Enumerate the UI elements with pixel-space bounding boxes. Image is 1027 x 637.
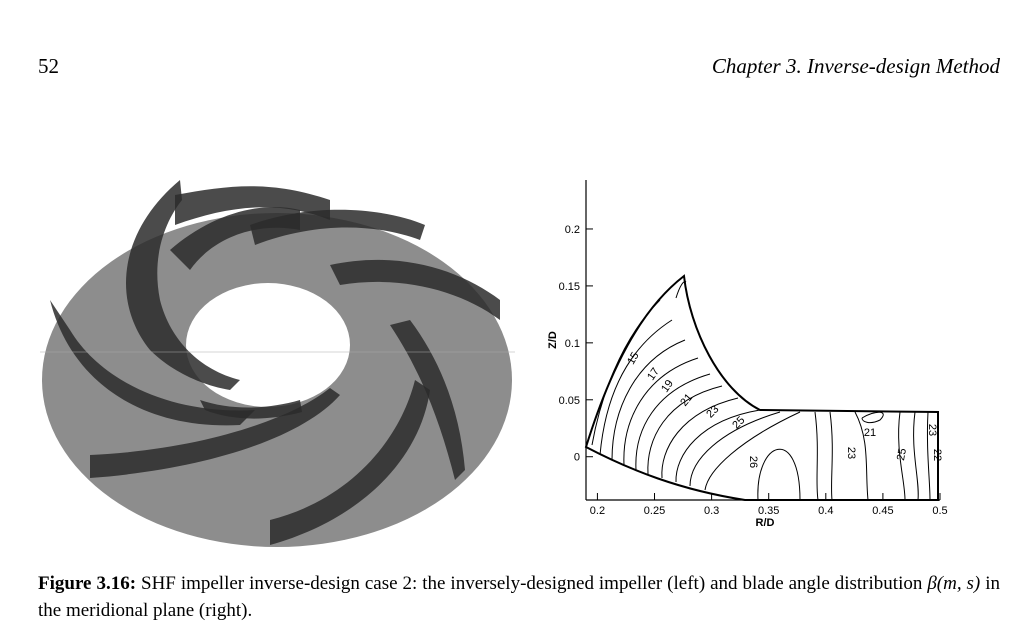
- chapter-title: Chapter 3. Inverse-design Method: [711, 54, 1000, 78]
- y-axis-label: Z/D: [547, 331, 559, 349]
- y-tick-label: 0.1: [565, 338, 580, 350]
- contour-label: 21: [864, 427, 876, 439]
- contour-lines: [591, 281, 931, 501]
- domain-boundary: [584, 274, 939, 501]
- contour-label: 25: [895, 447, 909, 461]
- contour-label: 23: [845, 447, 857, 459]
- caption: Figure 3.16: SHF impeller inverse-design…: [38, 570, 1000, 624]
- contour-label: 21: [678, 392, 695, 409]
- x-tick-label: 0.4: [818, 505, 833, 517]
- impeller-image: [40, 180, 515, 547]
- y-tick-label: 0: [574, 452, 580, 464]
- y-tick-label: 0.15: [559, 281, 580, 293]
- contour-label: 19: [659, 378, 676, 395]
- caption-text: SHF impeller inverse-design case 2: the …: [141, 573, 928, 594]
- x-tick-label: 0.2: [590, 505, 605, 517]
- caption-math: β(m, s): [927, 573, 981, 594]
- y-tick-label: 0.05: [559, 395, 580, 407]
- y-tick-label: 0.2: [565, 224, 580, 236]
- contour-label: 26: [747, 456, 759, 468]
- figure: R/D Z/D 0.2 0.25 0.3 0.35 0.4 0.45 0.5 0 0.05 0.1…: [40, 180, 948, 547]
- caption-label: Figure 3.16:: [38, 573, 137, 594]
- contour-label: 15: [625, 350, 642, 367]
- caption-text: in the meridional plane (right).: [38, 573, 1001, 621]
- page-number: 52: [38, 54, 59, 78]
- contour-plot: R/D Z/D 0.2 0.25 0.3 0.35 0.4 0.45 0.5 0 0.05 0.1…: [547, 180, 948, 529]
- x-axis-label: R/D: [756, 517, 775, 529]
- x-tick-label: 0.45: [872, 505, 893, 517]
- x-tick-label: 0.35: [758, 505, 779, 517]
- contour-label: 23: [704, 403, 721, 420]
- contour-label: 17: [645, 366, 662, 383]
- x-tick-label: 0.25: [644, 505, 665, 517]
- contour-label: 23: [926, 424, 938, 436]
- contour-label: 22: [931, 449, 943, 461]
- x-tick-label: 0.3: [704, 505, 719, 517]
- x-tick-label: 0.5: [932, 505, 947, 517]
